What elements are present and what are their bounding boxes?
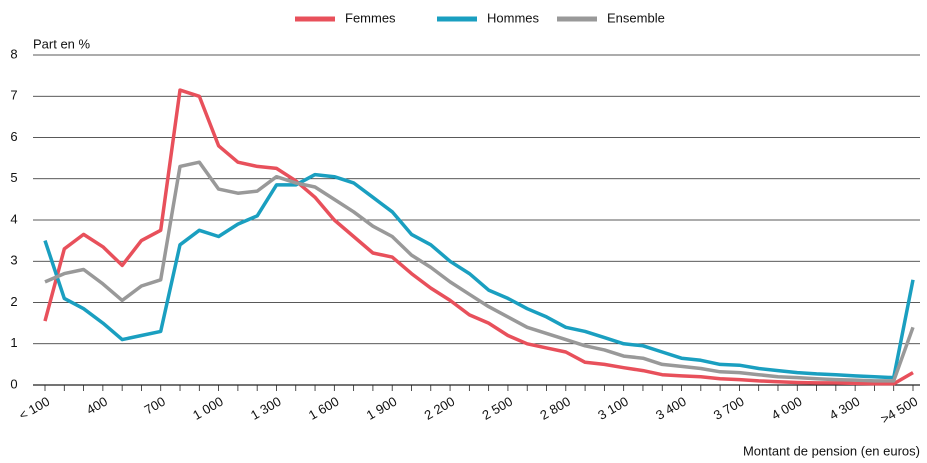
y-tick-label: 1 (10, 335, 17, 350)
x-tick-label: 1 600 (306, 394, 342, 423)
y-tick-label: 5 (10, 170, 17, 185)
legend-label: Femmes (345, 10, 396, 25)
y-tick-label: 0 (10, 376, 17, 391)
x-tick-label: 1 000 (190, 394, 226, 423)
x-tick-label: 3 700 (711, 394, 747, 423)
y-tick-label: 4 (10, 211, 17, 226)
x-tick-label: 400 (84, 394, 110, 418)
x-tick-label: < 100 (16, 394, 52, 423)
x-tick-label: 2 200 (422, 394, 458, 423)
x-tick-label: 1 300 (248, 394, 284, 423)
y-tick-label: 8 (10, 46, 17, 61)
y-tick-label: 2 (10, 294, 17, 309)
x-tick-label: >4 500 (878, 394, 920, 427)
legend-label: Ensemble (607, 10, 665, 25)
legend-label: Hommes (487, 10, 540, 25)
x-tick-label: 1 900 (364, 394, 400, 423)
x-tick-label: 3 400 (653, 394, 689, 423)
y-tick-label: 6 (10, 129, 17, 144)
x-tick-label: 2 500 (479, 394, 515, 423)
x-tick-label: 700 (142, 394, 168, 418)
series-line (44, 160, 915, 383)
series-line (43, 172, 915, 380)
x-tick-label: 4 000 (769, 394, 805, 423)
x-tick-label: 3 100 (595, 394, 631, 423)
y-tick-label: 7 (10, 88, 17, 103)
x-axis-label: Montant de pension (en euros) (743, 443, 920, 458)
x-tick-label: 2 800 (537, 394, 573, 423)
y-tick-label: 3 (10, 253, 17, 268)
y-axis-label: Part en % (33, 36, 91, 51)
series-line (43, 88, 914, 386)
x-tick-label: 4 300 (827, 394, 863, 423)
